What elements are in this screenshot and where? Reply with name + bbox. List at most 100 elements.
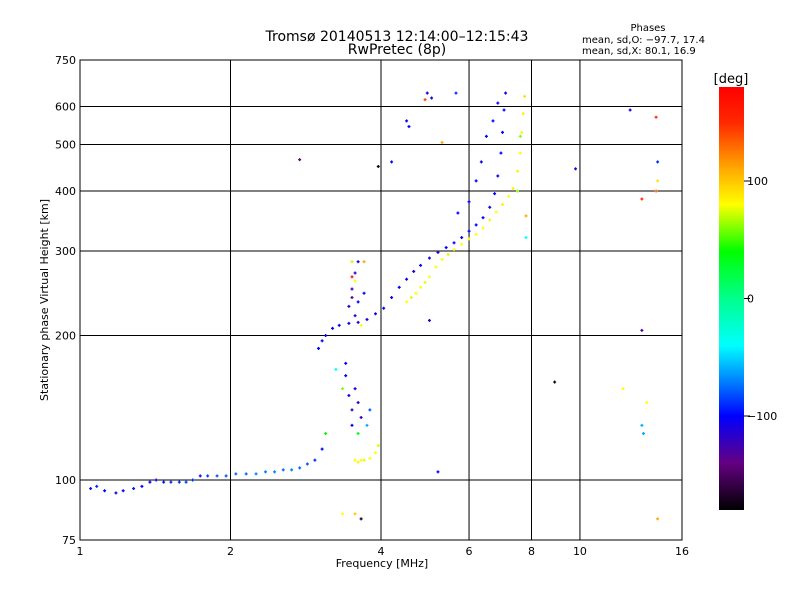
data-point	[353, 387, 357, 391]
data-point	[488, 218, 492, 222]
data-point	[425, 91, 429, 95]
data-point	[409, 296, 413, 300]
data-point	[518, 134, 522, 138]
data-point	[460, 242, 464, 246]
data-point	[305, 462, 309, 466]
data-point	[493, 192, 497, 196]
data-point	[356, 432, 360, 436]
data-point	[376, 164, 380, 168]
data-point	[198, 474, 202, 478]
data-point	[524, 214, 528, 218]
data-point	[132, 487, 136, 491]
axis-ticks: 1 2 4 6 8 10 16 75 100 200 300 400 500 600 750	[55, 54, 689, 558]
data-point	[368, 456, 372, 460]
data-point	[481, 216, 485, 220]
data-point	[206, 474, 210, 478]
x-tick-label: 1	[77, 545, 84, 558]
data-point	[524, 236, 528, 240]
data-point	[460, 236, 464, 240]
data-point	[365, 317, 369, 321]
data-point	[423, 280, 427, 284]
data-point	[427, 275, 431, 279]
data-point	[515, 189, 519, 193]
data-point	[264, 470, 268, 474]
data-point	[350, 260, 354, 264]
data-point	[621, 387, 625, 391]
data-point	[121, 489, 125, 493]
data-point	[479, 160, 483, 164]
data-point	[423, 98, 427, 102]
data-point	[640, 328, 644, 332]
x-tick-label: 16	[675, 545, 689, 558]
y-tick-label: 600	[55, 101, 76, 114]
data-point	[491, 119, 495, 123]
data-point	[434, 265, 438, 269]
data-point	[359, 517, 363, 521]
data-point	[376, 444, 380, 448]
data-point	[501, 202, 505, 206]
data-point	[350, 408, 354, 412]
data-point	[347, 304, 351, 308]
data-point	[356, 401, 360, 405]
data-point	[467, 200, 471, 204]
data-point	[656, 179, 660, 183]
data-point	[645, 401, 649, 405]
data-point	[140, 484, 144, 488]
data-point	[484, 134, 488, 138]
grid	[80, 60, 682, 540]
data-point	[499, 151, 503, 155]
data-point	[340, 387, 344, 391]
data-point	[523, 94, 527, 98]
data-point	[298, 466, 302, 470]
data-point	[177, 480, 181, 484]
data-point	[350, 275, 354, 279]
data-point	[359, 458, 363, 462]
data-point	[467, 229, 471, 233]
y-tick-label: 300	[55, 245, 76, 258]
data-point	[504, 91, 508, 95]
data-point	[103, 489, 107, 493]
data-point	[654, 189, 658, 193]
data-point	[452, 248, 456, 252]
data-point	[521, 112, 525, 116]
data-point	[362, 291, 366, 295]
data-point	[347, 394, 351, 398]
data-point	[414, 291, 418, 295]
data-point	[496, 101, 500, 105]
data-point	[474, 179, 478, 183]
x-tick-label: 2	[227, 545, 234, 558]
data-point	[344, 374, 348, 378]
data-point	[356, 260, 360, 264]
data-point	[405, 277, 409, 281]
data-point	[656, 160, 660, 164]
data-point	[254, 472, 258, 476]
data-point	[628, 108, 632, 112]
colorbar	[719, 87, 744, 510]
data-point	[281, 468, 285, 472]
data-point	[440, 258, 444, 262]
data-point	[114, 491, 118, 495]
data-point	[356, 300, 360, 304]
data-point	[494, 210, 498, 214]
data-point	[640, 423, 644, 427]
data-point	[353, 512, 357, 516]
data-point	[444, 246, 448, 250]
data-point	[324, 432, 328, 436]
data-point	[350, 423, 354, 427]
data-point	[331, 326, 335, 330]
data-point	[427, 318, 431, 322]
data-point	[390, 160, 394, 164]
x-tick-label: 6	[466, 545, 473, 558]
data-point	[405, 300, 409, 304]
data-point	[436, 470, 440, 474]
data-point	[244, 472, 248, 476]
data-point	[502, 108, 506, 112]
data-point	[324, 334, 328, 338]
data-point	[337, 323, 341, 327]
data-point	[340, 512, 344, 516]
data-point	[148, 480, 152, 484]
data-point	[353, 271, 357, 275]
x-tick-label: 8	[528, 545, 535, 558]
